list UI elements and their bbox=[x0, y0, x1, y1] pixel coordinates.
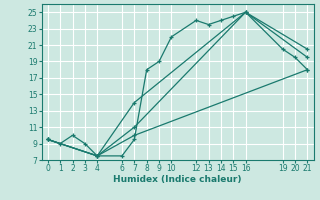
X-axis label: Humidex (Indice chaleur): Humidex (Indice chaleur) bbox=[113, 175, 242, 184]
